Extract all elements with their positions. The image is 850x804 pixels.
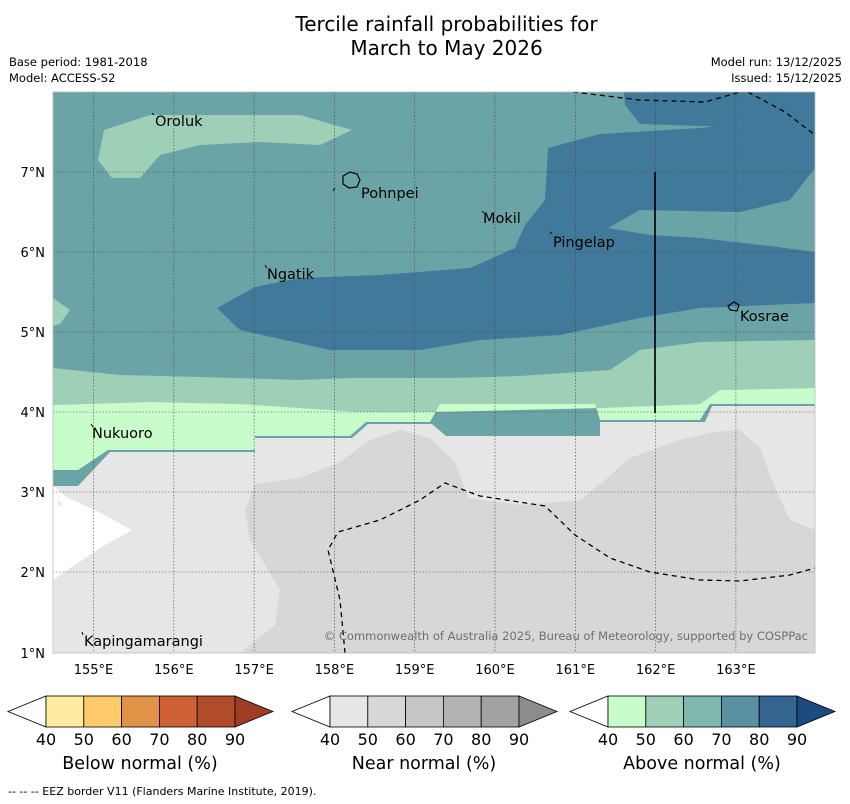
- colorbar-label: 60: [111, 730, 131, 749]
- colorbar-near-normal: 40 50 60 70 80 90: [290, 695, 559, 749]
- colorbar-segment: [645, 695, 684, 728]
- label-kosrae: Kosrae: [740, 309, 789, 325]
- colorbar-segment: [158, 695, 198, 728]
- colorbar-above-normal: 40 50 60 70 80 90: [568, 695, 837, 749]
- colorbar-segment: [480, 695, 520, 728]
- colorbar-segment: [83, 695, 123, 728]
- lat-tick-labels: 7°N 6°N 5°N 4°N 3°N 2°N 1°N: [21, 166, 46, 662]
- colorbar-label: 70: [433, 730, 453, 749]
- colorbar-low-extend: [6, 695, 47, 728]
- colorbar-label: 80: [749, 730, 769, 749]
- colorbar-label: 80: [471, 730, 491, 749]
- label-nukuoro: Nukuoro: [92, 426, 153, 442]
- label-mokil: Mokil: [483, 211, 521, 227]
- colorbar-segment: [45, 695, 85, 728]
- caption-above-normal: Above normal (%): [623, 754, 781, 774]
- meta-left: Base period: 1981-2018 Model: ACCESS-S2: [9, 54, 148, 86]
- lon-tick: 156°E: [154, 663, 194, 678]
- colorbar-below-normal: 40 50 60 70 80 90: [6, 695, 275, 749]
- lat-tick: 4°N: [21, 406, 46, 421]
- issued-date: Issued: 15/12/2025: [731, 71, 842, 85]
- colorbar-label: 70: [711, 730, 731, 749]
- label-kapingamarangi: Kapingamarangi: [84, 634, 203, 650]
- base-period: Base period: 1981-2018: [9, 55, 148, 69]
- colorbar-high-extend: [518, 695, 559, 728]
- map-plot-area: [53, 92, 815, 653]
- colorbar-segment: [329, 695, 369, 728]
- map-frame: [52, 91, 816, 654]
- label-pohnpei: Pohnpei: [361, 186, 419, 202]
- lat-tick: 2°N: [21, 566, 46, 581]
- colorbar-label: 40: [598, 730, 618, 749]
- colorbar-low-extend: [290, 695, 331, 728]
- lon-tick-labels: 155°E 156°E 157°E 158°E 159°E 160°E 161°…: [74, 663, 756, 678]
- label-pingelap: Pingelap: [553, 235, 615, 251]
- region-above-50-west: [53, 298, 70, 326]
- atoll-marks: [81, 112, 553, 636]
- footer-note: -- -- -- EEZ border V11 (Flanders Marine…: [8, 785, 317, 798]
- region-above-50-north: [98, 115, 352, 178]
- colorbar-segment: [121, 695, 160, 728]
- lat-tick: 3°N: [21, 486, 46, 501]
- region-above-80: [217, 118, 815, 350]
- colorbar-segment: [721, 695, 760, 728]
- model-name: Model: ACCESS-S2: [9, 71, 116, 85]
- colorbar-segment: [758, 695, 798, 728]
- colorbar-segment: [442, 695, 482, 728]
- colorbar-label: 50: [74, 730, 94, 749]
- region-above-40: [53, 388, 815, 470]
- lon-tick: 157°E: [234, 663, 274, 678]
- model-run: Model run: 13/12/2025: [710, 55, 842, 69]
- colorbar-segment: [607, 695, 647, 728]
- lon-tick: 160°E: [475, 663, 515, 678]
- colorbar-segment: [405, 695, 444, 728]
- title-line-1: Tercile rainfall probabilities for: [295, 12, 598, 36]
- caption-near-normal: Near normal (%): [351, 754, 497, 774]
- meta-right: Model run: 13/12/2025 Issued: 15/12/2025: [711, 54, 842, 86]
- lat-tick: 5°N: [21, 326, 46, 341]
- pohnpei-island: [342, 171, 361, 189]
- colorbar-high-extend: [234, 695, 275, 728]
- colorbar-high-extend: [796, 695, 837, 728]
- colorbar-label: 70: [149, 730, 169, 749]
- colorbar-label: 60: [395, 730, 415, 749]
- colorbar-label: 40: [36, 730, 56, 749]
- region-near-50: [240, 430, 815, 653]
- colorbar-label: 90: [787, 730, 807, 749]
- label-ngatik: Ngatik: [267, 267, 315, 283]
- caption-below-normal: Below normal (%): [62, 754, 218, 774]
- lon-tick: 158°E: [315, 663, 355, 678]
- colorbar-low-extend: [568, 695, 609, 728]
- lon-tick: 159°E: [395, 663, 435, 678]
- title-line-2: March to May 2026: [350, 36, 543, 60]
- lat-tick: 6°N: [21, 246, 46, 261]
- ant-atoll: [332, 187, 336, 192]
- colorbar-label: 90: [509, 730, 529, 749]
- label-oroluk: Oroluk: [155, 114, 203, 130]
- lon-tick: 161°E: [556, 663, 596, 678]
- lat-tick: 7°N: [21, 166, 46, 181]
- lat-tick: 1°N: [21, 647, 46, 662]
- colorbar-segment: [683, 695, 722, 728]
- kosrae-island: [727, 301, 740, 312]
- colorbar-label: 90: [225, 730, 245, 749]
- place-labels: Oroluk Pohnpei Mokil Pingelap Ngatik Kos…: [84, 114, 789, 650]
- colorbar-label: 60: [673, 730, 693, 749]
- region-above-40-speck: [58, 500, 62, 506]
- colorbar-label: 40: [320, 730, 340, 749]
- lon-tick: 162°E: [636, 663, 676, 678]
- lon-tick: 155°E: [74, 663, 114, 678]
- colorbar-label: 50: [358, 730, 378, 749]
- lon-tick: 163°E: [716, 663, 756, 678]
- colorbar-segment: [367, 695, 406, 728]
- eez-borders: [327, 92, 815, 653]
- colorbar-segment: [196, 695, 236, 728]
- copyright-note: © Commonwealth of Australia 2025, Bureau…: [324, 629, 808, 643]
- colorbar-label: 50: [636, 730, 656, 749]
- region-white: [53, 486, 132, 580]
- region-above-50-band: [53, 340, 815, 412]
- colorbar-label: 80: [187, 730, 207, 749]
- map-title: Tercile rainfall probabilities for March…: [0, 12, 850, 60]
